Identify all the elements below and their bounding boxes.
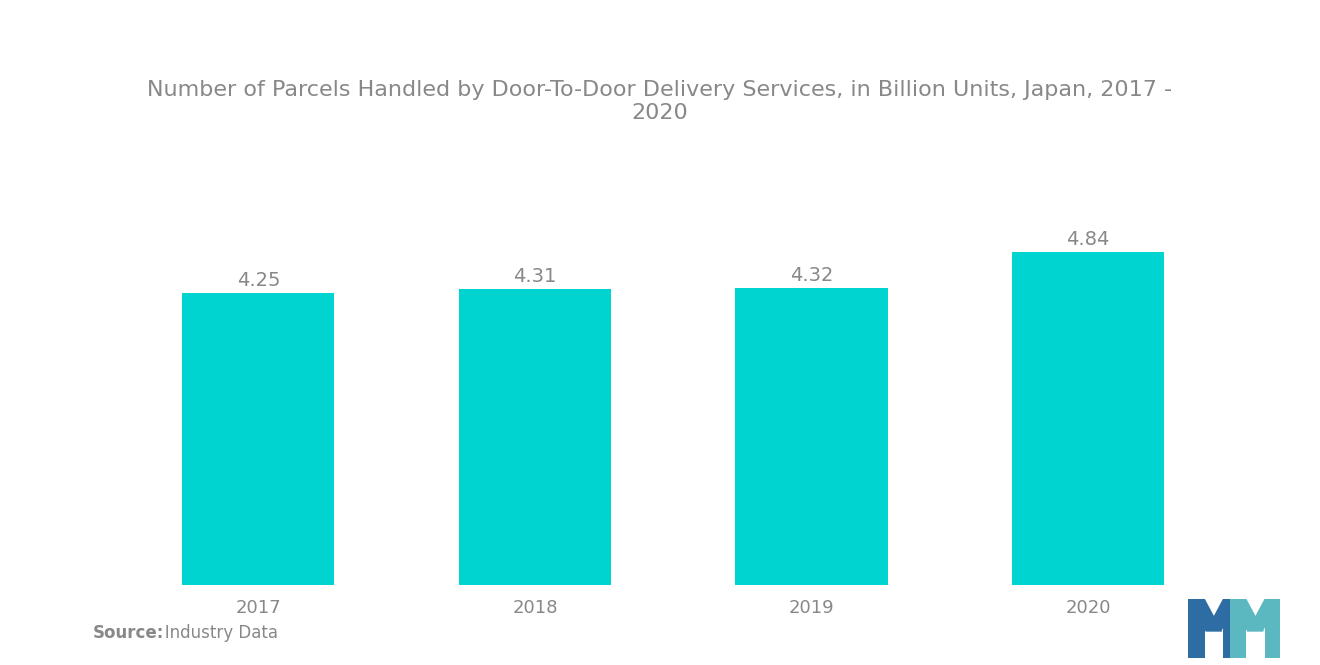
Text: 4.32: 4.32 (789, 266, 833, 285)
Text: 4.84: 4.84 (1067, 231, 1110, 249)
Text: 4.31: 4.31 (513, 267, 557, 286)
Text: Source:: Source: (92, 624, 164, 642)
Bar (182, 293, 334, 585)
Bar (459, 289, 611, 585)
Bar (735, 288, 887, 585)
Text: 4.25: 4.25 (236, 271, 280, 290)
Text: Industry Data: Industry Data (149, 624, 279, 642)
Text: Number of Parcels Handled by Door-To-Door Delivery Services, in Billion Units, J: Number of Parcels Handled by Door-To-Doo… (148, 80, 1172, 123)
Bar (1012, 252, 1164, 585)
